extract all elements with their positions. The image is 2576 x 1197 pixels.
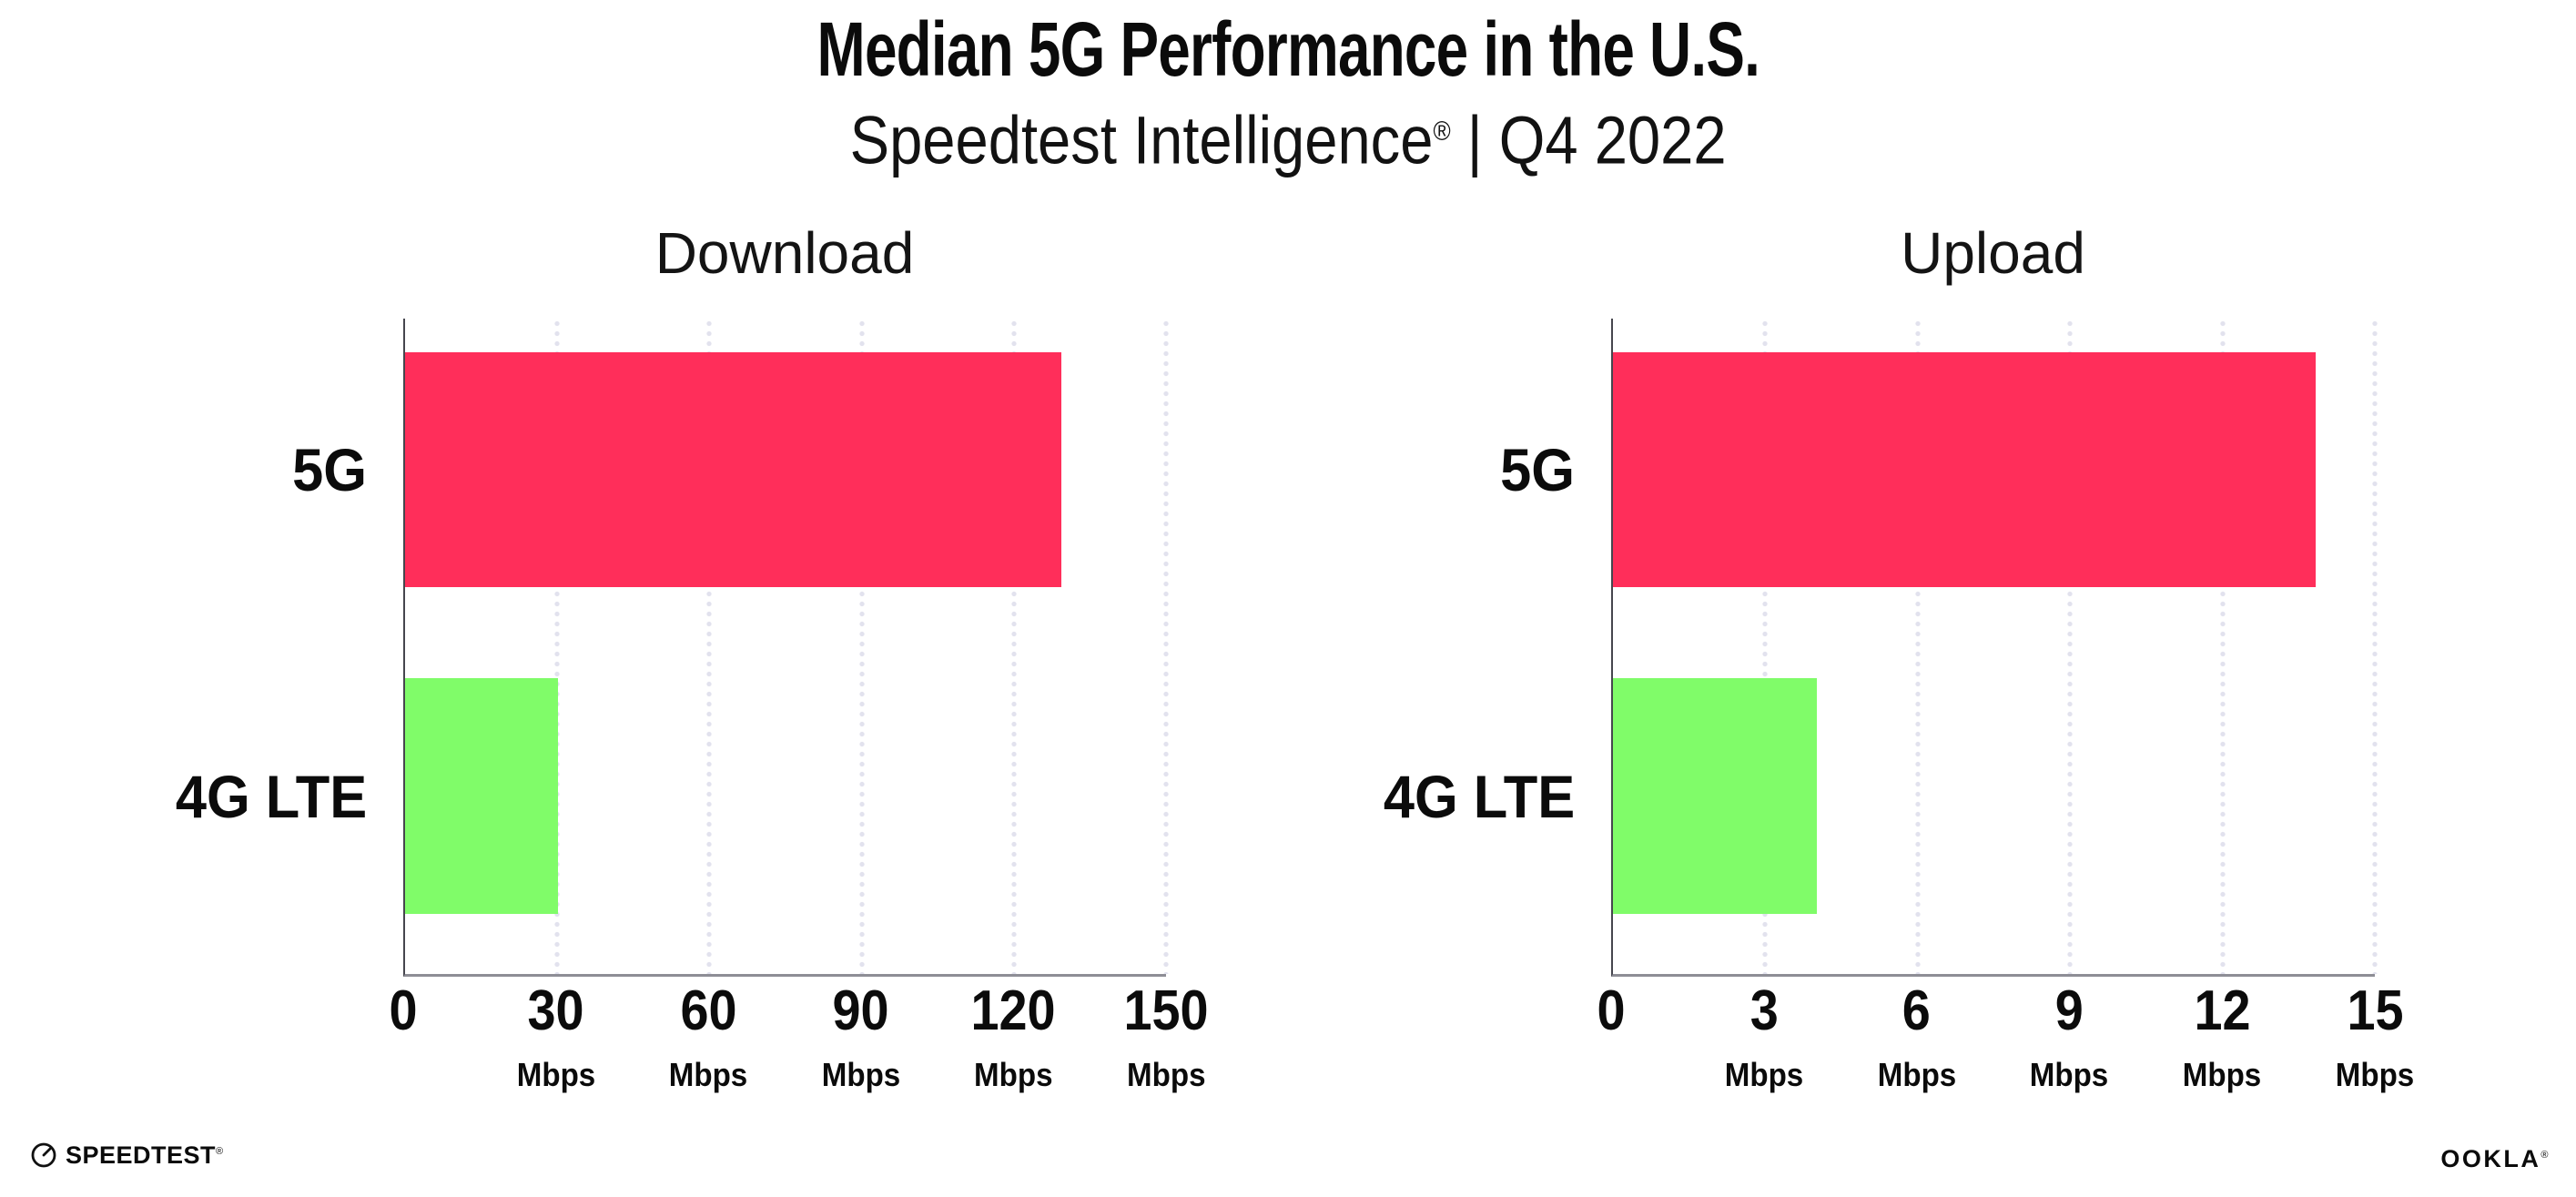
bar-5g — [1613, 352, 2316, 587]
gridline — [554, 319, 561, 974]
x-tick: 6 Mbps — [1874, 981, 1960, 1092]
chart-title: Download — [654, 220, 915, 286]
x-tick: 150 Mbps — [1119, 981, 1212, 1092]
x-tick: 60 Mbps — [665, 981, 751, 1092]
page-subtitle: Speedtest Intelligence® | Q4 2022 — [0, 95, 2576, 178]
x-tick-value: 150 — [1123, 979, 1209, 1042]
header: Median 5G Performance in the U.S. Speedt… — [0, 9, 2576, 178]
x-tick-unit: Mbps — [1724, 1056, 1804, 1093]
x-tick-unit: Mbps — [668, 1056, 748, 1093]
x-tick-value: 15 — [2346, 979, 2404, 1042]
x-tick-value: 60 — [680, 979, 737, 1042]
gridline — [858, 319, 865, 974]
subtitle-period: | Q4 2022 — [1450, 102, 1727, 178]
x-tick-unit: Mbps — [1877, 1056, 1956, 1093]
gridline — [2067, 319, 2074, 974]
x-tick-value: 9 — [2054, 979, 2084, 1042]
page-title: Median 5G Performance in the U.S. — [0, 9, 2576, 89]
x-tick-unit: Mbps — [1126, 1056, 1206, 1093]
x-tick-value: 3 — [1749, 979, 1779, 1042]
bar-5g — [405, 352, 1061, 587]
x-tick-unit: Mbps — [2030, 1056, 2109, 1093]
registered-trademark-symbol: ® — [1433, 117, 1451, 147]
x-tick: 90 Mbps — [818, 981, 904, 1092]
gridline — [1762, 319, 1769, 974]
x-tick-value: 90 — [832, 979, 889, 1042]
category-label-4g-lte: 4G LTE — [1192, 762, 1575, 831]
speedtest-wordmark: SPEEDTEST® — [66, 1138, 224, 1169]
gridline — [1010, 319, 1017, 974]
x-tick-unit: Mbps — [2335, 1056, 2415, 1093]
bar-4g-lte — [1613, 678, 1817, 914]
subtitle-brand: Speedtest Intelligence — [849, 102, 1434, 178]
x-tick-value: 120 — [970, 979, 1056, 1042]
x-tick: 9 Mbps — [2026, 981, 2112, 1092]
chart-title: Upload — [1901, 220, 2085, 286]
x-tick: 3 Mbps — [1721, 981, 1807, 1092]
x-tick-value: 0 — [389, 979, 418, 1042]
x-tick-unit: Mbps — [2182, 1056, 2262, 1093]
gridline — [706, 319, 713, 974]
speedtest-logo: SPEEDTEST® — [30, 1138, 224, 1169]
speedtest-wordmark-text: SPEEDTEST — [66, 1141, 217, 1169]
x-tick-value: 12 — [2194, 979, 2251, 1042]
gridline — [1163, 319, 1169, 974]
category-label-text: 5G — [292, 436, 367, 503]
x-tick: 30 Mbps — [513, 981, 599, 1092]
x-tick: 12 Mbps — [2179, 981, 2265, 1092]
x-tick-unit: Mbps — [821, 1056, 901, 1093]
x-tick-value: 30 — [527, 979, 584, 1042]
speedtest-gauge-icon — [31, 1142, 56, 1168]
plot-area — [1611, 319, 2378, 977]
x-tick: 0 — [388, 981, 419, 1041]
gridline — [2219, 319, 2226, 974]
x-tick-value: 6 — [1902, 979, 1932, 1042]
category-label-text: 4G LTE — [175, 762, 367, 830]
category-label-text: 4G LTE — [1383, 762, 1575, 830]
x-tick: 0 — [1596, 981, 1627, 1041]
page-subtitle-text: Speedtest Intelligence® | Q4 2022 — [850, 95, 1727, 178]
page-title-text: Median 5G Performance in the U.S. — [816, 6, 1760, 92]
x-tick: 15 Mbps — [2332, 981, 2418, 1092]
gridline — [2372, 319, 2378, 974]
x-tick-value: 0 — [1597, 979, 1626, 1042]
plot-area — [403, 319, 1169, 977]
category-label-4g-lte: 4G LTE — [0, 762, 367, 831]
x-tick-unit: Mbps — [974, 1056, 1053, 1093]
ookla-trademark-symbol: ® — [2541, 1150, 2551, 1161]
speedtest-trademark-symbol: ® — [216, 1146, 224, 1157]
gridline — [1914, 319, 1921, 974]
ookla-wordmark-text: OOKLA — [2440, 1145, 2541, 1172]
category-label-5g: 5G — [0, 435, 367, 504]
x-tick-unit: Mbps — [516, 1056, 595, 1093]
x-tick: 120 Mbps — [967, 981, 1060, 1092]
category-label-5g: 5G — [1192, 435, 1575, 504]
category-label-text: 5G — [1500, 436, 1575, 503]
bar-4g-lte — [405, 678, 558, 914]
ookla-logo: OOKLA® — [2440, 1141, 2551, 1172]
